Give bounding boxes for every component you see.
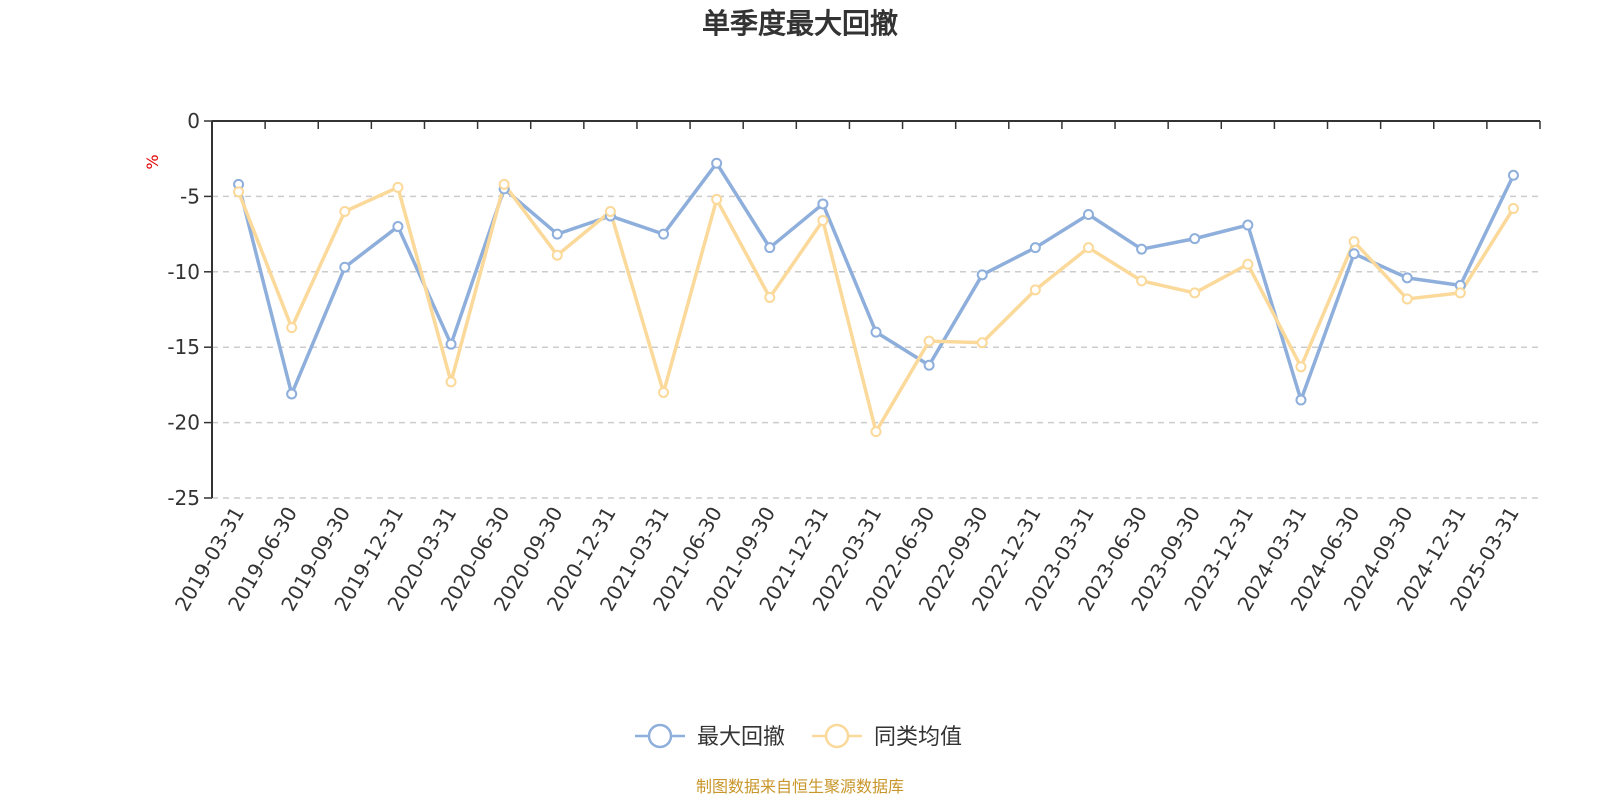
y-tick-label: 0	[187, 109, 200, 133]
data-point-series-1[interactable]	[711, 157, 723, 169]
legend[interactable]: 最大回撤 同类均值	[635, 723, 962, 750]
legend-item-1[interactable]: 最大回撤	[635, 723, 785, 750]
data-point-series-2[interactable]	[286, 322, 298, 334]
data-point-series-2[interactable]	[817, 215, 829, 227]
data-point-series-1[interactable]	[445, 338, 457, 350]
y-axis-unit: %	[143, 154, 162, 169]
data-point-series-1[interactable]	[764, 242, 776, 254]
y-tick-label: -25	[167, 486, 200, 510]
data-point-series-2[interactable]	[923, 335, 935, 347]
data-point-series-1[interactable]	[870, 326, 882, 338]
data-point-series-2[interactable]	[976, 337, 988, 349]
data-point-series-2[interactable]	[658, 386, 670, 398]
data-point-series-1[interactable]	[817, 198, 829, 210]
data-point-series-1[interactable]	[1136, 243, 1148, 255]
data-point-series-1[interactable]	[1295, 394, 1307, 406]
y-tick-label: -5	[180, 184, 200, 208]
data-point-series-1[interactable]	[392, 221, 404, 233]
data-point-series-1[interactable]	[1507, 169, 1519, 181]
data-point-series-2[interactable]	[1507, 202, 1519, 214]
data-point-series-2[interactable]	[870, 426, 882, 438]
data-point-series-1[interactable]	[551, 228, 563, 240]
series-line-1	[236, 161, 1516, 402]
data-point-series-2[interactable]	[764, 291, 776, 303]
data-point-series-1[interactable]	[1348, 248, 1360, 260]
data-point-series-1[interactable]	[976, 269, 988, 281]
data-point-series-1[interactable]	[923, 359, 935, 371]
data-point-series-2[interactable]	[498, 178, 510, 190]
data-point-series-2[interactable]	[1454, 287, 1466, 299]
legend-label: 最大回撤	[697, 725, 785, 750]
series-layer	[233, 157, 1519, 438]
legend-marker	[647, 723, 673, 749]
data-point-series-2[interactable]	[1401, 293, 1413, 305]
data-point-series-1[interactable]	[1082, 208, 1094, 220]
legend-marker	[824, 723, 850, 749]
data-point-series-1[interactable]	[1242, 219, 1254, 231]
data-point-series-2[interactable]	[233, 186, 245, 198]
data-point-series-1[interactable]	[339, 261, 351, 273]
data-point-series-2[interactable]	[1242, 258, 1254, 270]
x-axis-labels: 2019-03-312019-06-302019-09-302019-12-31…	[170, 503, 1524, 616]
data-point-series-2[interactable]	[392, 181, 404, 193]
data-point-series-1[interactable]	[658, 228, 670, 240]
legend-label: 同类均值	[874, 725, 962, 750]
data-point-series-2[interactable]	[1295, 361, 1307, 373]
data-point-series-2[interactable]	[1082, 242, 1094, 254]
y-tick-label: -15	[167, 335, 200, 359]
data-point-series-2[interactable]	[1136, 275, 1148, 287]
data-point-series-1[interactable]	[1401, 272, 1413, 284]
data-point-series-2[interactable]	[1348, 236, 1360, 248]
y-tick-label: -20	[167, 411, 200, 435]
source-note: 制图数据来自恒生聚源数据库	[696, 777, 904, 796]
data-point-series-2[interactable]	[604, 205, 616, 217]
data-point-series-2[interactable]	[1029, 284, 1041, 296]
data-point-series-2[interactable]	[445, 376, 457, 388]
data-point-series-1[interactable]	[1189, 233, 1201, 245]
chart-title: 单季度最大回撤	[702, 7, 898, 40]
data-point-series-2[interactable]	[711, 193, 723, 205]
grid	[212, 195, 1540, 499]
axes	[204, 120, 1541, 499]
data-point-series-2[interactable]	[339, 205, 351, 217]
data-point-series-2[interactable]	[1189, 287, 1201, 299]
legend-item-2[interactable]: 同类均值	[812, 723, 962, 750]
data-point-series-2[interactable]	[551, 249, 563, 261]
y-axis-labels: 0 -5 -10 -15 -20 -25	[167, 109, 200, 510]
series-line-2	[236, 182, 1515, 434]
data-point-series-1[interactable]	[286, 388, 298, 400]
data-point-series-1[interactable]	[1029, 242, 1041, 254]
y-tick-label: -10	[167, 260, 200, 284]
